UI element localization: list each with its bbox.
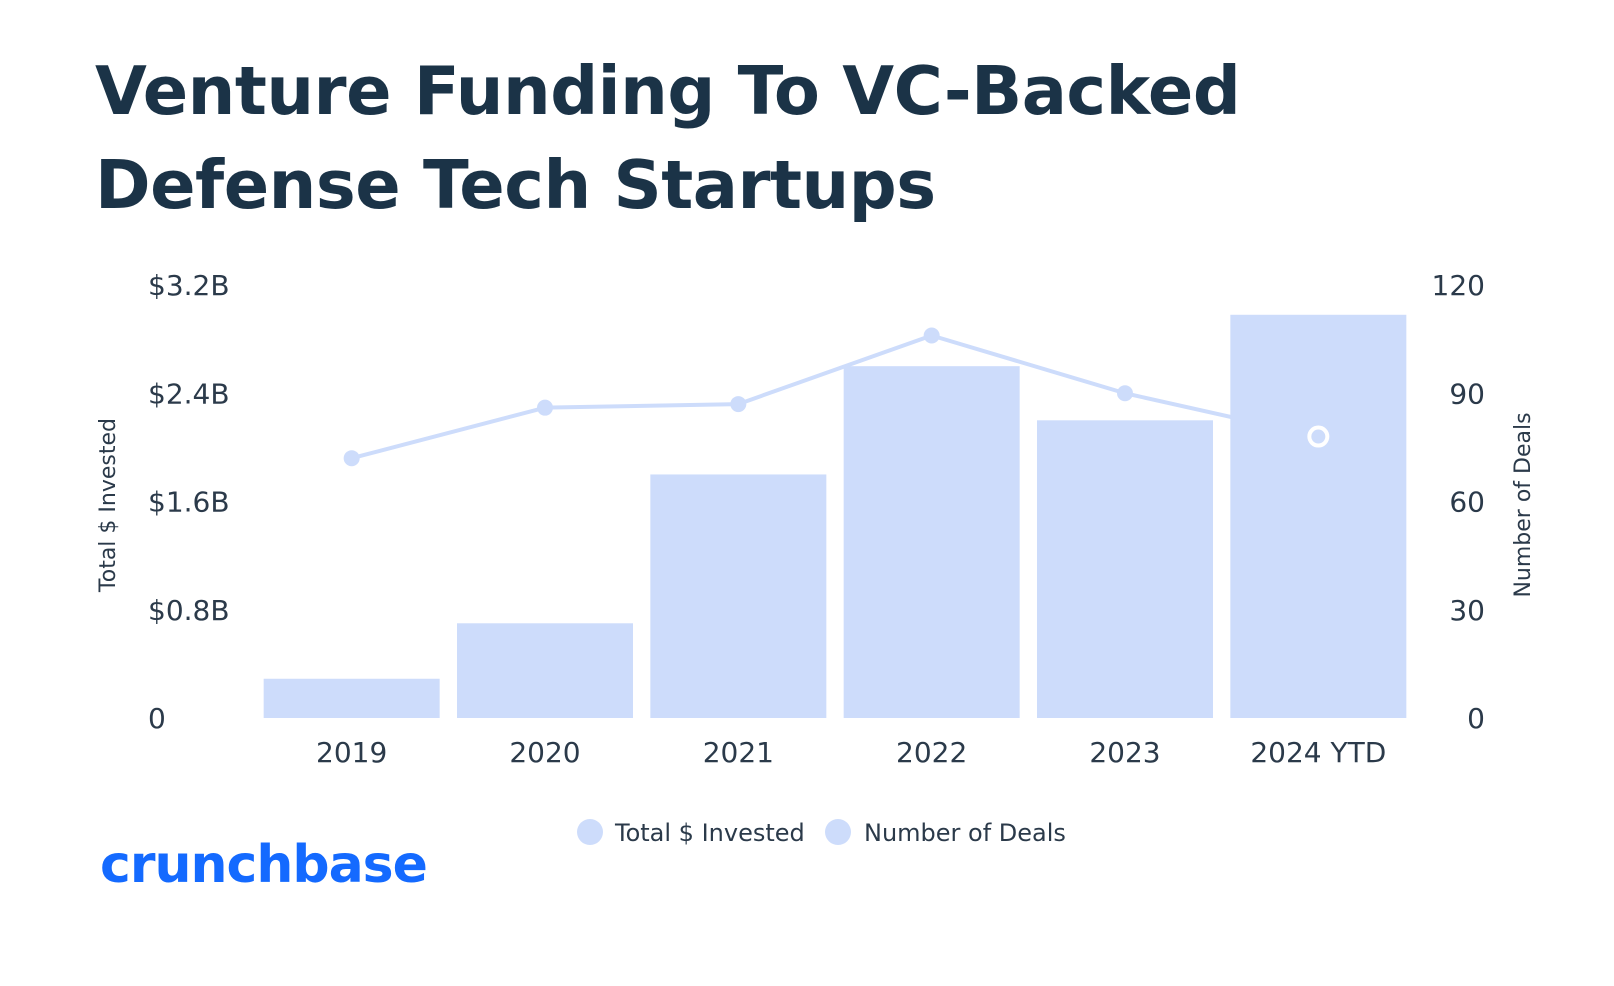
deals-point-2022 xyxy=(923,327,940,344)
x-axis-ticks: 2019 2020 2021 2022 2023 2024 YTD xyxy=(316,736,1386,769)
bar-2019 xyxy=(263,678,440,718)
left-tick-label: $1.6B xyxy=(148,486,230,519)
x-tick-label: 2019 xyxy=(316,736,387,769)
bar-2022 xyxy=(843,366,1020,718)
left-tick-label: $2.4B xyxy=(148,377,230,410)
bar-2020 xyxy=(457,623,633,718)
right-tick-label: 60 xyxy=(1449,486,1485,519)
bar-2024-ytd xyxy=(1230,314,1407,718)
left-tick-label: 0 xyxy=(148,702,166,735)
right-axis-title: Number of Deals xyxy=(1511,412,1536,597)
left-tick-label: $3.2B xyxy=(148,269,230,302)
x-tick-label: 2020 xyxy=(509,736,580,769)
right-tick-label: 30 xyxy=(1449,594,1485,627)
legend-marker-number-of-deals xyxy=(825,819,851,845)
bar-2023 xyxy=(1037,420,1213,718)
legend: Total $ Invested Number of Deals xyxy=(577,819,1066,847)
left-tick-label: $0.8B xyxy=(148,594,230,627)
bars-group xyxy=(263,314,1407,718)
deals-point-2020 xyxy=(537,399,553,416)
deals-point-2024-ytd xyxy=(1307,425,1330,448)
deals-line xyxy=(351,333,1319,461)
legend-label-total-invested: Total $ Invested xyxy=(614,819,805,847)
legend-label-number-of-deals: Number of Deals xyxy=(864,819,1066,847)
x-tick-label: 2022 xyxy=(896,736,967,769)
left-axis-title: Total $ Invested xyxy=(96,418,121,593)
deals-point-2019 xyxy=(343,450,360,467)
bar-2021 xyxy=(650,474,827,718)
right-tick-label: 120 xyxy=(1432,269,1485,302)
right-tick-label: 90 xyxy=(1449,377,1485,410)
line-group xyxy=(343,327,1330,467)
crunchbase-logo: crunchbase xyxy=(100,835,428,895)
right-axis-ticks: 0 30 60 90 120 xyxy=(1432,269,1485,735)
x-tick-label: 2024 YTD xyxy=(1250,736,1386,769)
deals-point-2023 xyxy=(1117,385,1133,402)
x-tick-label: 2021 xyxy=(703,736,774,769)
deals-point-2021 xyxy=(730,396,747,413)
legend-marker-total-invested xyxy=(577,819,603,845)
x-tick-label: 2023 xyxy=(1089,736,1160,769)
left-axis-ticks: 0 $0.8B $1.6B $2.4B $3.2B xyxy=(148,269,230,735)
right-tick-label: 0 xyxy=(1467,702,1485,735)
chart-title: Venture Funding To VC-Backed Defense Tec… xyxy=(95,52,1241,224)
